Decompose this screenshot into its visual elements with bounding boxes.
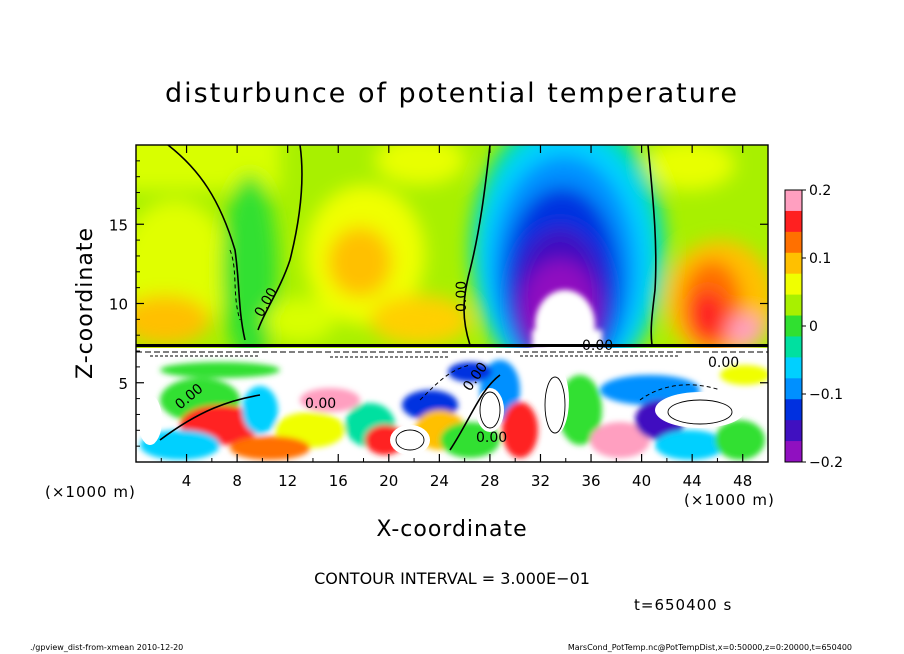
x-unit-left: (×1000 m) xyxy=(45,483,136,501)
x-tick-label: 20 xyxy=(379,472,398,490)
contour-label: 0.00 xyxy=(454,281,470,312)
contour-label: 0.00 xyxy=(305,396,336,412)
contour-label: 0.00 xyxy=(708,355,739,371)
colorbar-tick-label: 0.2 xyxy=(809,183,831,199)
footer-left: ./gpview_dist-from-xmean 2010-12-20 xyxy=(30,643,183,652)
x-tick-label: 28 xyxy=(480,472,499,490)
y-tick-label: 10 xyxy=(109,296,128,314)
y-axis-label: Z-coordinate xyxy=(73,227,98,379)
x-tick-label: 40 xyxy=(632,472,651,490)
x-axis: 4 8 12 16 20 24 28 32 36 40 44 48 xyxy=(160,145,752,490)
colorbar-ticks: 0.2 0.1 0 −0.1 −0.2 xyxy=(802,183,843,471)
x-axis-label: X-coordinate xyxy=(376,517,527,542)
x-tick-label: 4 xyxy=(182,472,192,490)
colorbar-swatch xyxy=(785,336,802,358)
contour-lines xyxy=(159,145,657,451)
colorbar-swatch xyxy=(785,315,802,337)
x-unit-right: (×1000 m) xyxy=(684,491,775,509)
y-axis: 5 10 15 xyxy=(109,160,768,447)
x-tick-label: 36 xyxy=(581,472,600,490)
contour-label: 0.00 xyxy=(476,430,507,446)
x-tick-label: 24 xyxy=(430,472,449,490)
heatmap-field: 0.00 0.000.000.000.000.000.000.00 xyxy=(136,145,768,462)
colorbar-swatch xyxy=(785,273,802,296)
contour-label: 0.00 xyxy=(582,338,613,354)
colorbar-swatch xyxy=(785,420,802,442)
time-text: t=650400 s xyxy=(634,596,732,614)
y-tick-label: 15 xyxy=(109,216,128,234)
x-tick-label: 16 xyxy=(329,472,348,490)
x-tick-label: 32 xyxy=(531,472,550,490)
colorbar-tick-label: −0.2 xyxy=(809,455,843,471)
colorbar-swatch xyxy=(785,357,802,379)
colorbar-swatch xyxy=(785,252,802,275)
colorbar-swatch xyxy=(785,399,802,421)
colorbar-swatch xyxy=(785,231,802,254)
colorbar-tick-label: 0.1 xyxy=(809,251,831,267)
colorbar-swatch xyxy=(785,294,802,317)
colorbar-tick-label: −0.1 xyxy=(809,387,843,403)
colorbar xyxy=(785,190,802,463)
colorbar-swatch xyxy=(785,441,802,463)
contour-interval-text: CONTOUR INTERVAL = 3.000E−01 xyxy=(314,569,590,588)
colorbar-tick-label: 0 xyxy=(809,319,818,335)
chart-title: disturbunce of potential temperature xyxy=(165,78,739,109)
x-tick-label: 12 xyxy=(278,472,297,490)
colorbar-swatch xyxy=(785,190,802,212)
y-tick-label: 5 xyxy=(118,375,128,393)
colorbar-swatch xyxy=(785,210,802,233)
colorbar-swatch xyxy=(785,378,802,400)
x-tick-label: 44 xyxy=(683,472,702,490)
footer-right: MarsCond_PotTemp.nc@PotTempDist,x=0:5000… xyxy=(568,643,852,652)
x-tick-label: 8 xyxy=(232,472,242,490)
x-tick-label: 48 xyxy=(733,472,752,490)
